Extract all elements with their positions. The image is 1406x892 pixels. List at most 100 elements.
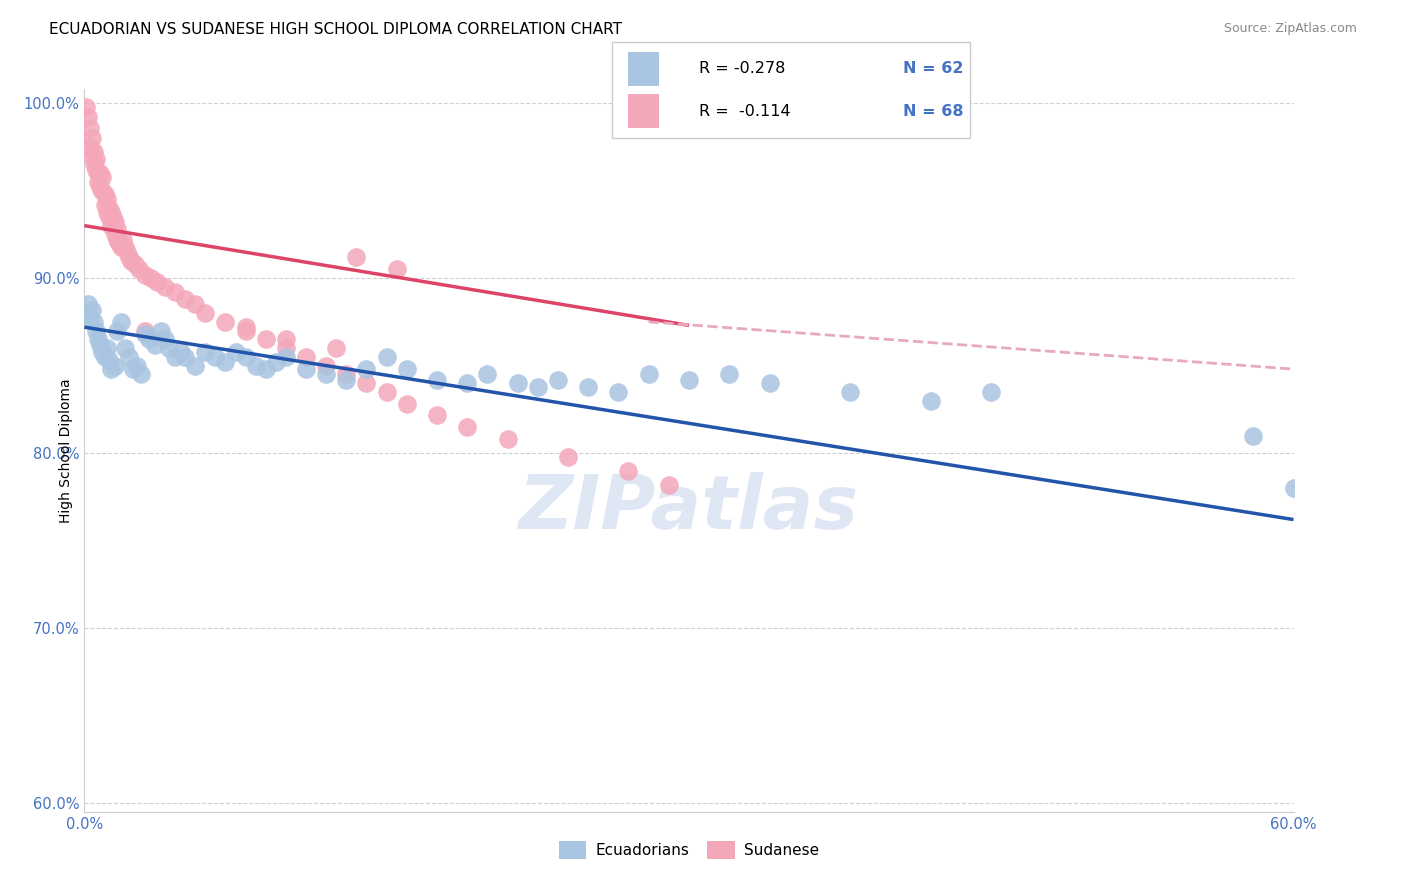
Point [97, 353, 120, 368]
Point [254, 332, 277, 346]
Point [96, 204, 118, 219]
Point [235, 350, 257, 364]
Point [100, 204, 122, 219]
Point [678, 373, 700, 387]
Point [920, 393, 942, 408]
Point [204, 350, 226, 364]
Y-axis label: High School Diploma: High School Diploma [59, 378, 73, 523]
Point [82, 302, 104, 317]
Point [456, 376, 478, 390]
Point [214, 355, 236, 369]
Point [839, 384, 862, 399]
Point [129, 368, 152, 382]
Point [254, 362, 277, 376]
Point [138, 332, 160, 346]
Point [91, 344, 114, 359]
Point [375, 350, 398, 364]
Point [576, 379, 599, 393]
Point [980, 384, 1002, 399]
Point [607, 384, 630, 399]
Point [91, 169, 114, 184]
Point [235, 324, 257, 338]
Point [426, 408, 449, 422]
Point [335, 373, 357, 387]
Point [157, 341, 180, 355]
Point [89, 166, 111, 180]
Point [79, 140, 101, 154]
Text: Source: ZipAtlas.com: Source: ZipAtlas.com [1223, 22, 1357, 36]
Point [506, 376, 529, 390]
Point [124, 257, 146, 271]
Point [658, 477, 681, 491]
Point [120, 253, 142, 268]
Point [426, 373, 449, 387]
Text: ECUADORIAN VS SUDANESE HIGH SCHOOL DIPLOMA CORRELATION CHART: ECUADORIAN VS SUDANESE HIGH SCHOOL DIPLO… [49, 22, 623, 37]
Point [100, 362, 122, 376]
Point [110, 315, 132, 329]
Point [86, 152, 108, 166]
Point [295, 362, 318, 376]
Point [89, 337, 111, 351]
Point [111, 233, 134, 247]
Legend: Ecuadorians, Sudanese: Ecuadorians, Sudanese [553, 835, 825, 865]
Point [87, 166, 110, 180]
Point [758, 376, 780, 390]
Point [93, 197, 115, 211]
Point [527, 379, 550, 393]
Point [118, 350, 141, 364]
Point [165, 350, 187, 364]
Point [153, 280, 176, 294]
Point [214, 315, 236, 329]
Point [97, 210, 120, 224]
Point [107, 236, 129, 251]
Point [86, 324, 108, 338]
Text: N = 68: N = 68 [903, 103, 963, 119]
Point [149, 324, 172, 338]
Point [456, 420, 478, 434]
Point [245, 359, 267, 373]
Point [395, 362, 418, 376]
Point [83, 145, 105, 160]
Point [104, 227, 127, 242]
Point [194, 344, 217, 359]
Point [295, 350, 318, 364]
Point [170, 344, 193, 359]
Point [315, 359, 337, 373]
Point [110, 240, 132, 254]
Point [235, 320, 257, 334]
Point [477, 368, 499, 382]
Point [557, 450, 579, 464]
Point [637, 368, 659, 382]
Text: N = 62: N = 62 [903, 62, 963, 77]
Point [118, 250, 141, 264]
Point [174, 350, 197, 364]
Point [104, 215, 127, 229]
Point [274, 332, 297, 346]
Point [718, 368, 741, 382]
Point [105, 324, 128, 338]
Point [114, 341, 136, 355]
Point [225, 344, 247, 359]
Point [114, 240, 136, 254]
Text: ZIPatlas: ZIPatlas [519, 472, 859, 545]
Point [325, 341, 347, 355]
Point [83, 315, 105, 329]
Text: R =  -0.114: R = -0.114 [699, 103, 790, 119]
Point [496, 432, 519, 446]
Point [93, 187, 115, 202]
Point [134, 324, 156, 338]
Point [143, 337, 166, 351]
Point [77, 110, 100, 124]
Point [101, 210, 124, 224]
Point [134, 268, 156, 282]
Point [356, 376, 378, 390]
Point [274, 341, 297, 355]
Point [96, 193, 118, 207]
Point [1282, 481, 1305, 495]
Point [83, 157, 105, 171]
Point [146, 275, 169, 289]
Point [264, 355, 287, 369]
Point [128, 262, 150, 277]
Point [77, 297, 100, 311]
Point [121, 362, 143, 376]
